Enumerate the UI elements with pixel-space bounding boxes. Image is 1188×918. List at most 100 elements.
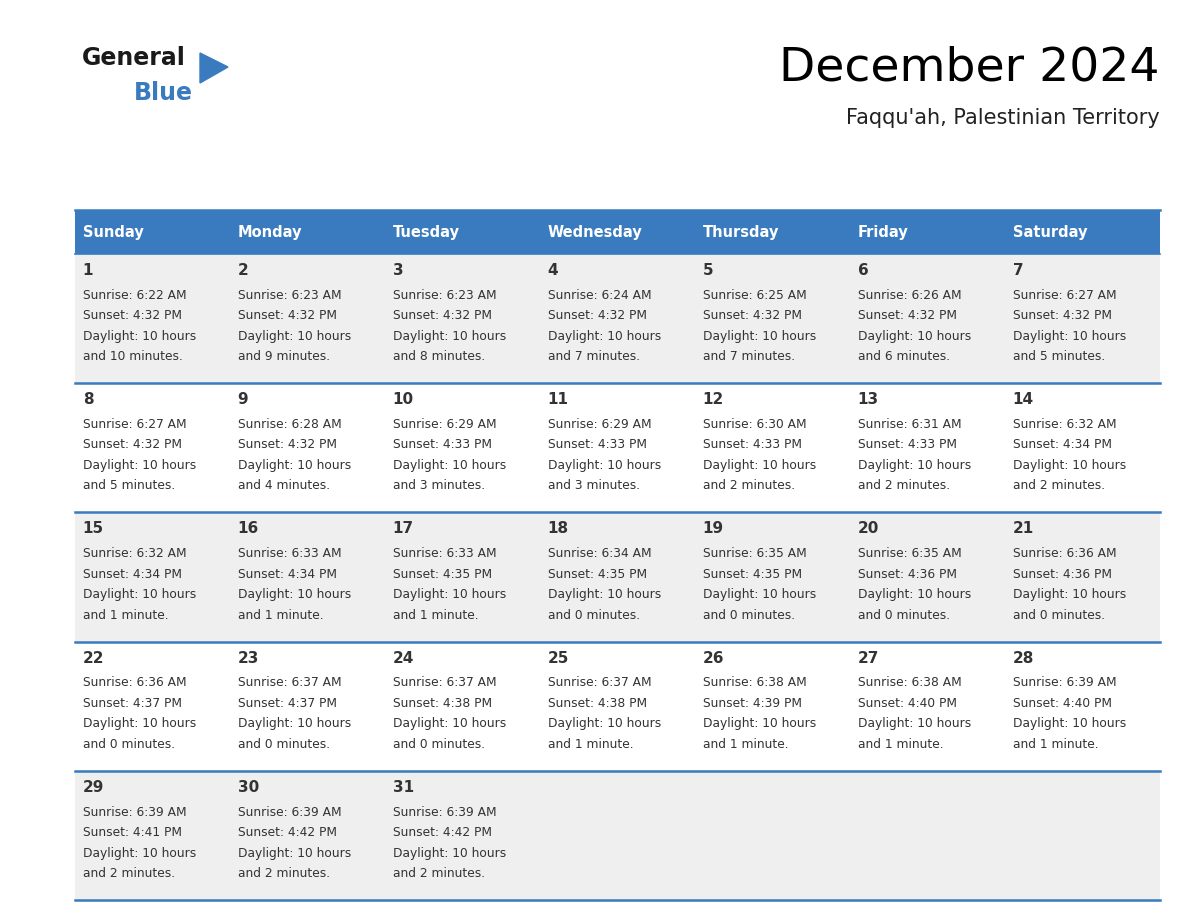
- Text: and 0 minutes.: and 0 minutes.: [703, 609, 795, 621]
- Text: Sunrise: 6:31 AM: Sunrise: 6:31 AM: [858, 418, 961, 431]
- Text: Sunset: 4:38 PM: Sunset: 4:38 PM: [393, 697, 492, 710]
- Text: Daylight: 10 hours: Daylight: 10 hours: [238, 330, 350, 342]
- Text: Sunrise: 6:28 AM: Sunrise: 6:28 AM: [238, 418, 341, 431]
- Text: Daylight: 10 hours: Daylight: 10 hours: [393, 459, 506, 472]
- Text: Sunrise: 6:34 AM: Sunrise: 6:34 AM: [548, 547, 651, 560]
- Text: Sunset: 4:36 PM: Sunset: 4:36 PM: [1012, 567, 1112, 581]
- Text: Sunset: 4:32 PM: Sunset: 4:32 PM: [703, 309, 802, 322]
- Bar: [541, 254, 695, 383]
- Text: Friday: Friday: [858, 225, 909, 240]
- Text: Faqqu'ah, Palestinian Territory: Faqqu'ah, Palestinian Territory: [846, 108, 1159, 128]
- Text: and 0 minutes.: and 0 minutes.: [548, 609, 640, 621]
- Text: Daylight: 10 hours: Daylight: 10 hours: [83, 459, 196, 472]
- Text: Sunrise: 6:37 AM: Sunrise: 6:37 AM: [238, 677, 341, 689]
- Text: Sunrise: 6:35 AM: Sunrise: 6:35 AM: [703, 547, 807, 560]
- Text: Sunrise: 6:24 AM: Sunrise: 6:24 AM: [548, 289, 651, 302]
- Bar: [541, 210, 695, 254]
- Bar: [385, 210, 541, 254]
- Text: Sunset: 4:33 PM: Sunset: 4:33 PM: [703, 439, 802, 452]
- Text: 23: 23: [238, 651, 259, 666]
- Text: Sunset: 4:33 PM: Sunset: 4:33 PM: [548, 439, 646, 452]
- Bar: [849, 210, 1005, 254]
- Text: and 1 minute.: and 1 minute.: [548, 738, 633, 751]
- Text: Sunrise: 6:32 AM: Sunrise: 6:32 AM: [1012, 418, 1117, 431]
- Text: Sunset: 4:39 PM: Sunset: 4:39 PM: [703, 697, 802, 710]
- Text: and 2 minutes.: and 2 minutes.: [1012, 479, 1105, 492]
- Bar: [849, 642, 1005, 771]
- Text: and 2 minutes.: and 2 minutes.: [83, 867, 175, 880]
- Text: Daylight: 10 hours: Daylight: 10 hours: [393, 588, 506, 601]
- Bar: [849, 771, 1005, 900]
- Text: 3: 3: [393, 263, 404, 278]
- Text: Sunrise: 6:36 AM: Sunrise: 6:36 AM: [1012, 547, 1117, 560]
- Text: 4: 4: [548, 263, 558, 278]
- Text: Daylight: 10 hours: Daylight: 10 hours: [858, 588, 971, 601]
- Text: Daylight: 10 hours: Daylight: 10 hours: [548, 717, 661, 731]
- Text: 16: 16: [238, 521, 259, 536]
- Bar: [385, 254, 541, 383]
- Text: 7: 7: [1012, 263, 1023, 278]
- Text: Monday: Monday: [238, 225, 302, 240]
- Text: and 1 minute.: and 1 minute.: [83, 609, 169, 621]
- Text: and 4 minutes.: and 4 minutes.: [238, 479, 330, 492]
- Text: Sunrise: 6:27 AM: Sunrise: 6:27 AM: [83, 418, 187, 431]
- Bar: [849, 512, 1005, 642]
- Text: and 10 minutes.: and 10 minutes.: [83, 350, 183, 364]
- Text: Sunrise: 6:33 AM: Sunrise: 6:33 AM: [393, 547, 497, 560]
- Text: Sunset: 4:32 PM: Sunset: 4:32 PM: [83, 439, 182, 452]
- Text: Sunset: 4:32 PM: Sunset: 4:32 PM: [548, 309, 646, 322]
- Text: and 1 minute.: and 1 minute.: [1012, 738, 1099, 751]
- Text: Sunrise: 6:38 AM: Sunrise: 6:38 AM: [703, 677, 807, 689]
- Bar: [230, 642, 385, 771]
- Text: Daylight: 10 hours: Daylight: 10 hours: [393, 846, 506, 859]
- Text: Sunset: 4:37 PM: Sunset: 4:37 PM: [83, 697, 182, 710]
- Bar: [385, 642, 541, 771]
- Text: Sunset: 4:35 PM: Sunset: 4:35 PM: [393, 567, 492, 581]
- Text: and 0 minutes.: and 0 minutes.: [393, 738, 485, 751]
- Text: Sunrise: 6:22 AM: Sunrise: 6:22 AM: [83, 289, 187, 302]
- Bar: [541, 383, 695, 512]
- Text: and 8 minutes.: and 8 minutes.: [393, 350, 485, 364]
- Bar: [541, 642, 695, 771]
- Bar: [695, 512, 849, 642]
- Bar: [695, 383, 849, 512]
- Text: Wednesday: Wednesday: [548, 225, 643, 240]
- Text: Daylight: 10 hours: Daylight: 10 hours: [238, 588, 350, 601]
- Text: Daylight: 10 hours: Daylight: 10 hours: [393, 717, 506, 731]
- Text: Daylight: 10 hours: Daylight: 10 hours: [238, 846, 350, 859]
- Bar: [230, 254, 385, 383]
- Text: Thursday: Thursday: [703, 225, 779, 240]
- Text: and 9 minutes.: and 9 minutes.: [238, 350, 330, 364]
- Text: Daylight: 10 hours: Daylight: 10 hours: [548, 459, 661, 472]
- Text: Sunset: 4:32 PM: Sunset: 4:32 PM: [238, 439, 336, 452]
- Text: 19: 19: [703, 521, 723, 536]
- Text: Daylight: 10 hours: Daylight: 10 hours: [703, 330, 816, 342]
- Bar: [230, 771, 385, 900]
- Text: Sunset: 4:42 PM: Sunset: 4:42 PM: [238, 826, 336, 839]
- Text: Sunset: 4:40 PM: Sunset: 4:40 PM: [858, 697, 956, 710]
- Text: Daylight: 10 hours: Daylight: 10 hours: [1012, 459, 1126, 472]
- Text: 28: 28: [1012, 651, 1034, 666]
- Text: and 5 minutes.: and 5 minutes.: [83, 479, 175, 492]
- Text: and 3 minutes.: and 3 minutes.: [548, 479, 640, 492]
- Text: 18: 18: [548, 521, 569, 536]
- Text: Daylight: 10 hours: Daylight: 10 hours: [548, 330, 661, 342]
- Bar: [75, 512, 230, 642]
- Text: and 1 minute.: and 1 minute.: [703, 738, 789, 751]
- Text: Saturday: Saturday: [1012, 225, 1087, 240]
- Text: Daylight: 10 hours: Daylight: 10 hours: [1012, 717, 1126, 731]
- Text: Daylight: 10 hours: Daylight: 10 hours: [548, 588, 661, 601]
- Text: December 2024: December 2024: [779, 46, 1159, 91]
- Bar: [849, 383, 1005, 512]
- Text: Sunrise: 6:27 AM: Sunrise: 6:27 AM: [1012, 289, 1117, 302]
- Text: Sunset: 4:35 PM: Sunset: 4:35 PM: [548, 567, 647, 581]
- Text: Sunset: 4:37 PM: Sunset: 4:37 PM: [238, 697, 336, 710]
- Text: and 0 minutes.: and 0 minutes.: [83, 738, 175, 751]
- Text: Sunrise: 6:29 AM: Sunrise: 6:29 AM: [393, 418, 497, 431]
- Text: 20: 20: [858, 521, 879, 536]
- Bar: [541, 512, 695, 642]
- Text: 8: 8: [83, 392, 94, 408]
- Text: and 0 minutes.: and 0 minutes.: [238, 738, 330, 751]
- Text: Sunset: 4:32 PM: Sunset: 4:32 PM: [238, 309, 336, 322]
- Text: and 7 minutes.: and 7 minutes.: [703, 350, 795, 364]
